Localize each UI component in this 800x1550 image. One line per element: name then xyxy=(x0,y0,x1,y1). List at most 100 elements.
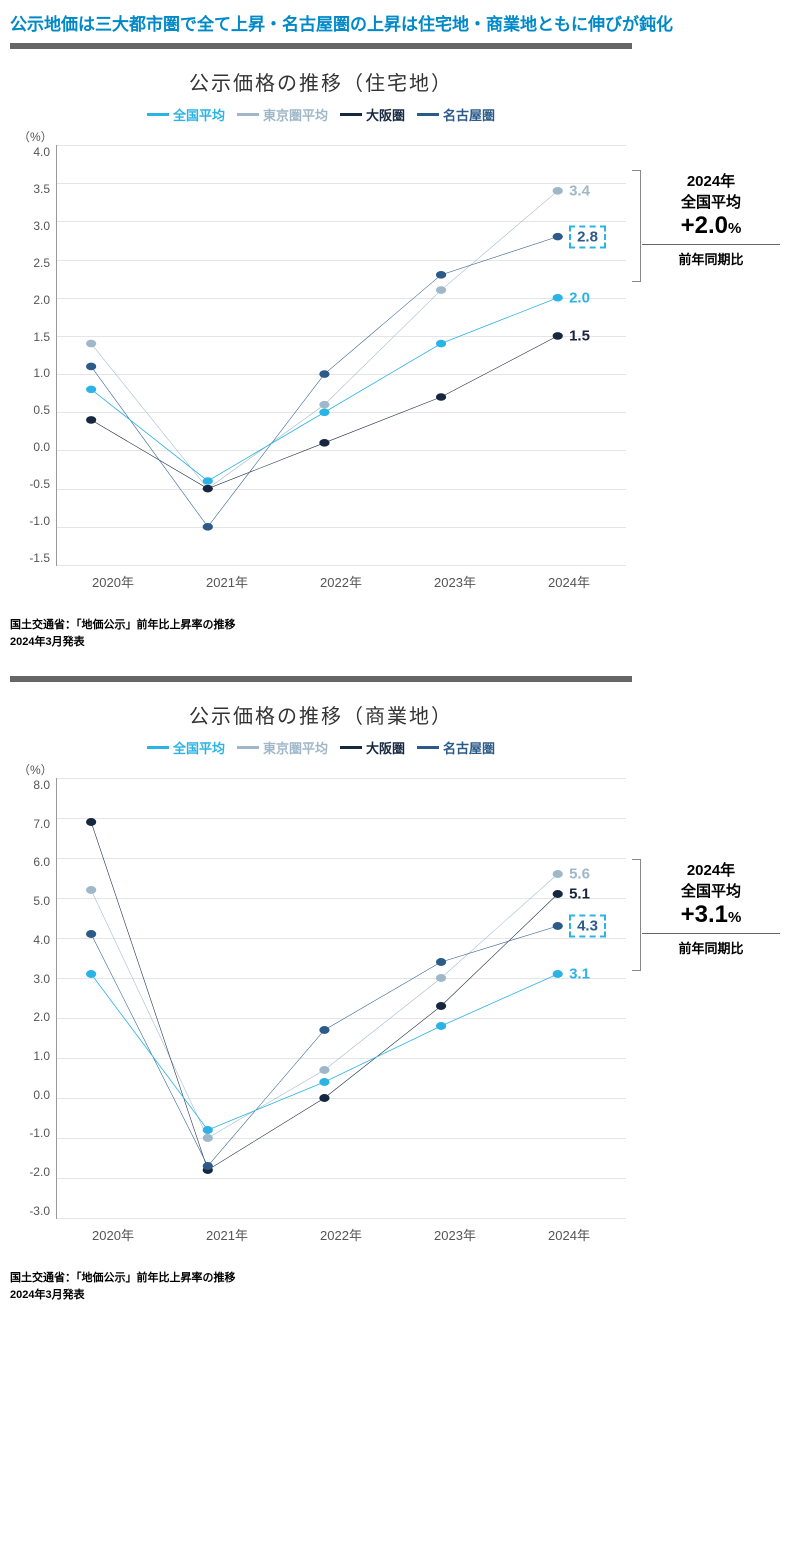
chart-svg xyxy=(57,778,626,1218)
y-tick: 3.5 xyxy=(16,182,50,196)
chart-commercial-block: 公示価格の推移（商業地） 全国平均東京圏平均大阪圏名古屋圏 （%） 8.0 7.0… xyxy=(10,676,790,1258)
y-tick: 1.0 xyxy=(16,1049,50,1063)
series-point-national xyxy=(203,477,213,485)
series-point-osaka xyxy=(553,890,563,898)
end-label-osaka: 5.1 xyxy=(569,886,590,903)
chart-residential-source: 国土交通省：「地価公示」前年比上昇率の推移 2024年3月発表 xyxy=(10,617,790,650)
x-tick: 2024年 xyxy=(512,572,626,591)
end-label-tokyo: 3.4 xyxy=(569,182,590,199)
series-point-tokyo xyxy=(436,286,446,294)
series-point-osaka xyxy=(319,439,329,447)
chart-commercial-title: 公示価格の推移（商業地） xyxy=(16,700,626,729)
legend-swatch-nagoya xyxy=(417,746,439,749)
series-point-national xyxy=(436,1022,446,1030)
end-label-national: 2.0 xyxy=(569,289,590,306)
page-headline: 公示地価は三大都市圏で全て上昇・名古屋圏の上昇は住宅地・商業地ともに伸びが鈍化 xyxy=(10,10,790,35)
legend-swatch-tokyo xyxy=(237,746,259,749)
chart-commercial-legend: 全国平均東京圏平均大阪圏名古屋圏 xyxy=(16,737,626,757)
chart-commercial-xaxis: 2020年2021年2022年2023年2024年 xyxy=(56,1225,626,1244)
series-line-nagoya xyxy=(91,926,558,1166)
series-point-national xyxy=(203,1126,213,1134)
x-tick: 2020年 xyxy=(56,1225,170,1244)
legend-item-national: 全国平均 xyxy=(147,105,225,124)
legend-item-tokyo: 東京圏平均 xyxy=(237,738,328,757)
x-tick: 2023年 xyxy=(398,572,512,591)
x-tick: 2021年 xyxy=(170,572,284,591)
y-tick: 3.0 xyxy=(16,972,50,986)
chart-commercial-frame: 公示価格の推移（商業地） 全国平均東京圏平均大阪圏名古屋圏 （%） 8.0 7.0… xyxy=(10,676,632,1258)
legend-swatch-osaka xyxy=(340,746,362,749)
y-tick: -1.0 xyxy=(16,514,50,528)
chart-commercial-yunit: （%） xyxy=(18,761,626,778)
series-point-tokyo xyxy=(203,1134,213,1142)
series-point-tokyo xyxy=(436,974,446,982)
callout-year: 2024年 xyxy=(642,859,780,880)
series-line-nagoya xyxy=(91,237,558,527)
series-point-national xyxy=(319,1078,329,1086)
end-label-tokyo: 5.6 xyxy=(569,866,590,883)
y-tick: 6.0 xyxy=(16,855,50,869)
series-point-nagoya xyxy=(553,922,563,930)
chart-residential-yunit: （%） xyxy=(18,128,626,145)
x-tick: 2023年 xyxy=(398,1225,512,1244)
series-point-nagoya xyxy=(86,930,96,938)
chart-residential-xaxis: 2020年2021年2022年2023年2024年 xyxy=(56,572,626,591)
callout-box: 2024年全国平均+2.0%前年同期比 xyxy=(632,170,780,268)
series-point-tokyo xyxy=(553,870,563,878)
legend-item-nagoya: 名古屋圏 xyxy=(417,105,495,124)
chart-residential-plot: 3.42.82.01.5 xyxy=(56,145,626,566)
legend-swatch-national xyxy=(147,113,169,116)
series-point-national xyxy=(86,970,96,978)
source-line2: 2024年3月発表 xyxy=(10,1289,85,1301)
series-point-nagoya xyxy=(203,523,213,531)
series-point-national xyxy=(553,294,563,302)
source-line1: 国土交通省：「地価公示」前年比上昇率の推移 xyxy=(10,619,236,631)
series-point-tokyo xyxy=(86,340,96,348)
series-point-nagoya xyxy=(203,1162,213,1170)
x-tick: 2020年 xyxy=(56,572,170,591)
legend-item-national: 全国平均 xyxy=(147,738,225,757)
chart-svg xyxy=(57,145,626,565)
series-point-tokyo xyxy=(319,401,329,409)
series-point-tokyo xyxy=(86,886,96,894)
y-tick: 1.5 xyxy=(16,330,50,344)
series-point-tokyo xyxy=(319,1066,329,1074)
source-line1: 国土交通省：「地価公示」前年比上昇率の推移 xyxy=(10,1272,236,1284)
chart-residential-yaxis: 4.03.53.02.52.01.51.00.50.0-0.5-1.0-1.5 xyxy=(16,145,56,565)
y-tick: 8.0 xyxy=(16,778,50,792)
y-tick: 5.0 xyxy=(16,894,50,908)
series-point-nagoya xyxy=(319,370,329,378)
callout-box: 2024年全国平均+3.1%前年同期比 xyxy=(632,859,780,957)
chart-residential-callout-col: 2024年全国平均+2.0%前年同期比 xyxy=(632,43,780,553)
legend-swatch-nagoya xyxy=(417,113,439,116)
y-tick: 4.0 xyxy=(16,145,50,159)
series-point-osaka xyxy=(553,332,563,340)
callout-value: +3.1% xyxy=(642,901,780,929)
y-tick: 7.0 xyxy=(16,817,50,831)
chart-commercial-plot: 5.65.14.33.1 xyxy=(56,778,626,1219)
y-tick: 2.0 xyxy=(16,293,50,307)
series-point-national xyxy=(436,340,446,348)
series-point-osaka xyxy=(86,416,96,424)
series-point-nagoya xyxy=(86,363,96,371)
chart-commercial-yaxis: 8.07.06.05.04.03.02.01.00.0-1.0-2.0-3.0 xyxy=(16,778,56,1218)
y-tick: 1.0 xyxy=(16,366,50,380)
legend-item-osaka: 大阪圏 xyxy=(340,738,405,757)
end-label-nagoya: 2.8 xyxy=(569,225,606,248)
callout-scope: 全国平均 xyxy=(642,191,780,212)
y-tick: 0.5 xyxy=(16,403,50,417)
series-point-tokyo xyxy=(553,187,563,195)
legend-item-tokyo: 東京圏平均 xyxy=(237,105,328,124)
x-tick: 2024年 xyxy=(512,1225,626,1244)
callout-divider xyxy=(642,244,780,245)
legend-swatch-national xyxy=(147,746,169,749)
x-tick: 2021年 xyxy=(170,1225,284,1244)
legend-swatch-tokyo xyxy=(237,113,259,116)
end-label-national: 3.1 xyxy=(569,966,590,983)
y-tick: -3.0 xyxy=(16,1204,50,1218)
series-point-nagoya xyxy=(436,958,446,966)
series-point-nagoya xyxy=(319,1026,329,1034)
callout-sub: 前年同期比 xyxy=(642,249,780,268)
y-tick: 3.0 xyxy=(16,219,50,233)
y-tick: 4.0 xyxy=(16,933,50,947)
